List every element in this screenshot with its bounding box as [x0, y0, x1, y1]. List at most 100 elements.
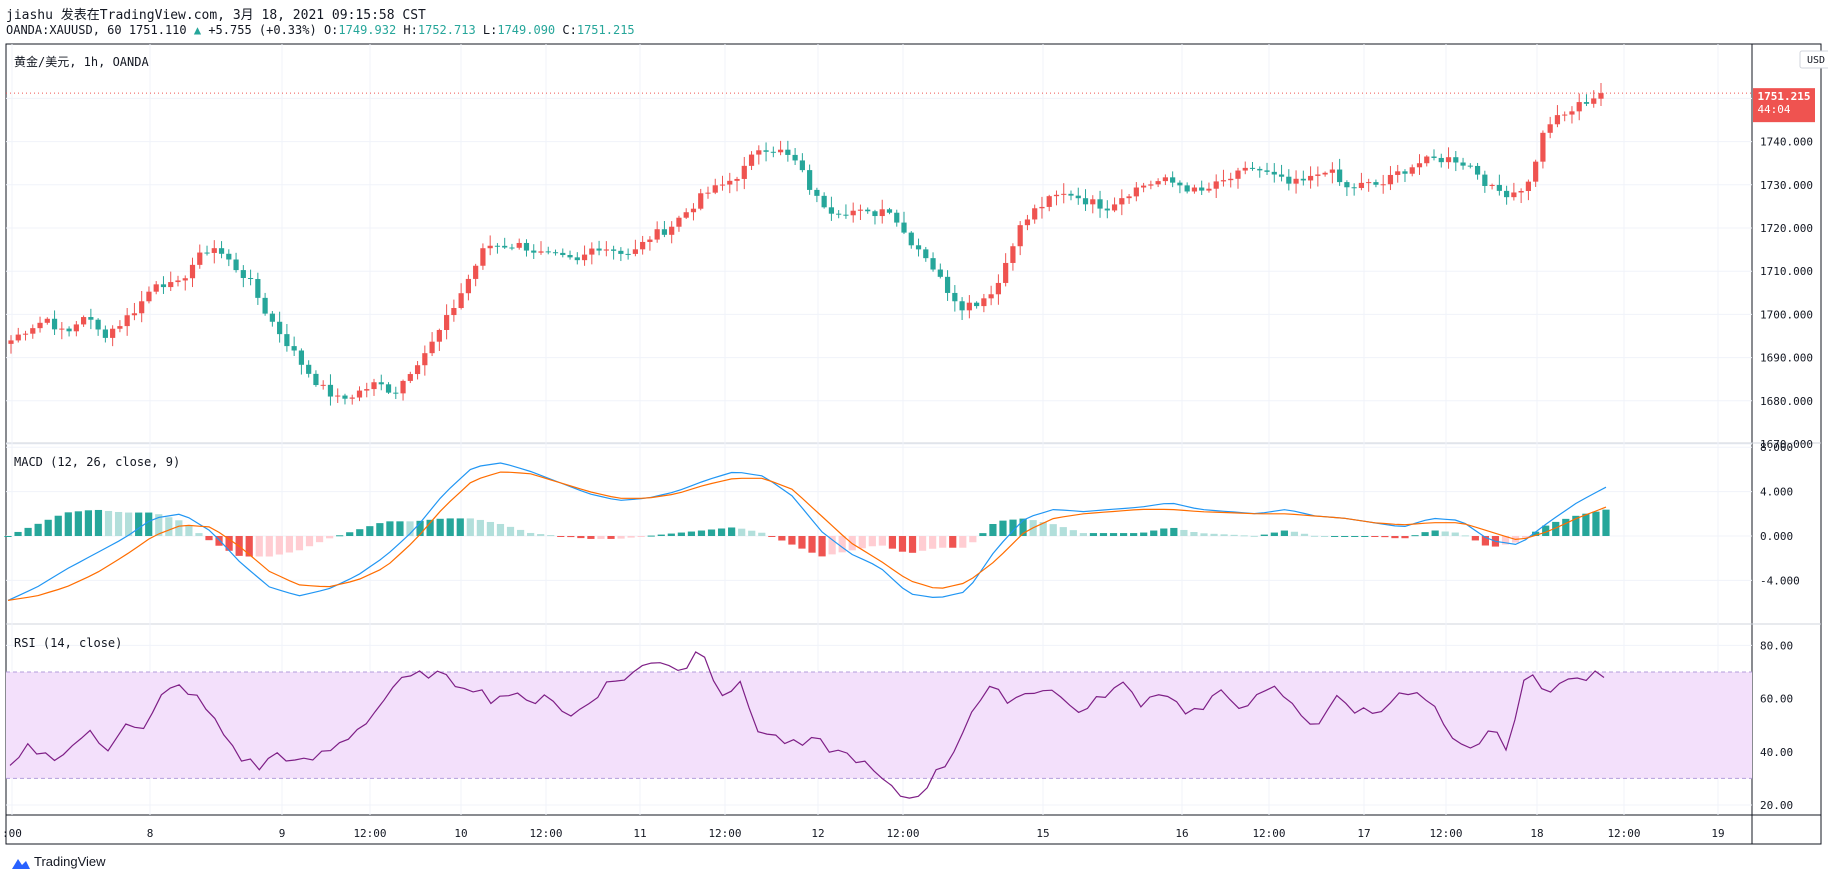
- time-axis-ticks: :00 8 9 12:00 10 12:00 11 12:00 12 12:00 15 16 12:00…: [2, 827, 1725, 840]
- candle-body: [1119, 198, 1125, 205]
- candle-body: [1351, 187, 1357, 189]
- candle-body: [88, 317, 94, 320]
- histogram-bar: [808, 536, 816, 553]
- rsi-line: [9, 651, 1605, 799]
- candle-body: [763, 150, 769, 152]
- candle-body: [1228, 178, 1234, 181]
- histogram-bar: [54, 515, 62, 536]
- histogram-bar: [838, 536, 846, 553]
- candle-body: [8, 340, 14, 344]
- histogram-bar: [768, 536, 776, 537]
- histogram-bar: [496, 523, 505, 536]
- histogram-bar: [125, 512, 133, 536]
- candle-body: [843, 214, 849, 216]
- candle-body: [785, 149, 791, 155]
- candle-body: [712, 185, 718, 193]
- histogram-bar: [627, 536, 635, 538]
- candle-body: [1264, 170, 1270, 172]
- candle-body: [385, 384, 392, 393]
- candle-body: [531, 250, 537, 253]
- candle-body: [1540, 132, 1546, 162]
- candle-body: [574, 257, 580, 261]
- price-tick-label: 1680.000: [1760, 395, 1813, 408]
- candle-body: [748, 154, 755, 166]
- open-value: 1749.932: [338, 23, 397, 37]
- histogram-bar: [1351, 536, 1359, 537]
- macd-pane-title: MACD (12, 26, close, 9): [14, 455, 180, 469]
- candle-body: [168, 282, 174, 288]
- histogram-bar: [265, 536, 273, 557]
- candle-body: [306, 364, 312, 374]
- rsi-tick-label: 20.00: [1760, 799, 1793, 812]
- candle-body: [480, 248, 486, 266]
- histogram-bar: [456, 518, 464, 536]
- histogram-bar: [295, 536, 304, 551]
- candle-body: [552, 252, 559, 254]
- histogram-bar: [798, 536, 806, 549]
- price-tick-label: 1700.000: [1760, 308, 1813, 321]
- histogram-bar: [44, 519, 52, 536]
- histogram-bar: [868, 536, 876, 547]
- candle-body: [349, 397, 355, 399]
- candle-body: [291, 346, 297, 351]
- histogram-bar: [647, 535, 655, 537]
- histogram-bar: [1150, 530, 1158, 536]
- price-tick-label: 1690.000: [1760, 352, 1813, 365]
- candle-body: [988, 294, 994, 299]
- candle-body: [596, 248, 602, 251]
- candle-body: [1090, 199, 1096, 205]
- close-label: C:: [562, 23, 577, 37]
- histogram-bar: [74, 511, 82, 536]
- candle-body: [1554, 115, 1561, 125]
- histogram-bar: [416, 520, 424, 536]
- histogram-bar: [577, 536, 585, 539]
- candle-body: [1199, 187, 1205, 191]
- histogram-bar: [858, 536, 866, 549]
- histogram-bar: [386, 521, 394, 536]
- change-arrow-icon: ▲: [193, 23, 202, 37]
- time-tick-label: 12:00: [353, 827, 386, 840]
- histogram-bar: [537, 534, 545, 536]
- histogram-bar: [476, 519, 484, 536]
- candle-body: [15, 334, 21, 341]
- histogram-bar: [1210, 533, 1218, 536]
- candle-body: [879, 209, 885, 217]
- candle-body: [1053, 194, 1060, 197]
- candle-body: [494, 245, 501, 247]
- histogram-bar: [255, 536, 263, 557]
- histogram-bar: [1089, 533, 1098, 536]
- histogram-bar: [939, 536, 947, 548]
- candle-body: [160, 284, 167, 288]
- tradingview-brand[interactable]: TradingView: [8, 854, 106, 871]
- candle-body: [1242, 167, 1248, 171]
- low-value: 1749.090: [497, 23, 556, 37]
- candle-body: [567, 255, 573, 258]
- histogram-bar: [1270, 532, 1278, 536]
- candle-body: [640, 241, 646, 250]
- candle-body: [814, 189, 820, 196]
- time-tick-label: 12: [811, 827, 824, 840]
- macd-histogram: [4, 509, 1610, 557]
- time-tick-label: 18: [1530, 827, 1543, 840]
- candle-body: [1032, 208, 1038, 220]
- histogram-bar: [878, 536, 886, 546]
- candle-body: [364, 389, 370, 391]
- candle-body: [1460, 162, 1466, 166]
- histogram-bar: [949, 536, 957, 548]
- candle-body: [1438, 157, 1444, 163]
- candle-body: [1337, 169, 1343, 183]
- candle-body: [1366, 182, 1372, 184]
- candle-body: [1148, 184, 1154, 186]
- candle-body: [538, 251, 544, 253]
- publish-info: jiashu 发表在TradingView.com, 3月 18, 2021 0…: [6, 8, 426, 23]
- candle-body: [836, 213, 842, 215]
- candle-body: [342, 395, 348, 399]
- candle-body: [1583, 102, 1590, 104]
- histogram-bar: [185, 525, 193, 536]
- histogram-bar: [506, 526, 515, 536]
- candle-body: [1329, 169, 1335, 173]
- candle-body: [690, 208, 697, 213]
- currency-badge[interactable]: [1799, 50, 1828, 69]
- candle-body: [865, 209, 871, 212]
